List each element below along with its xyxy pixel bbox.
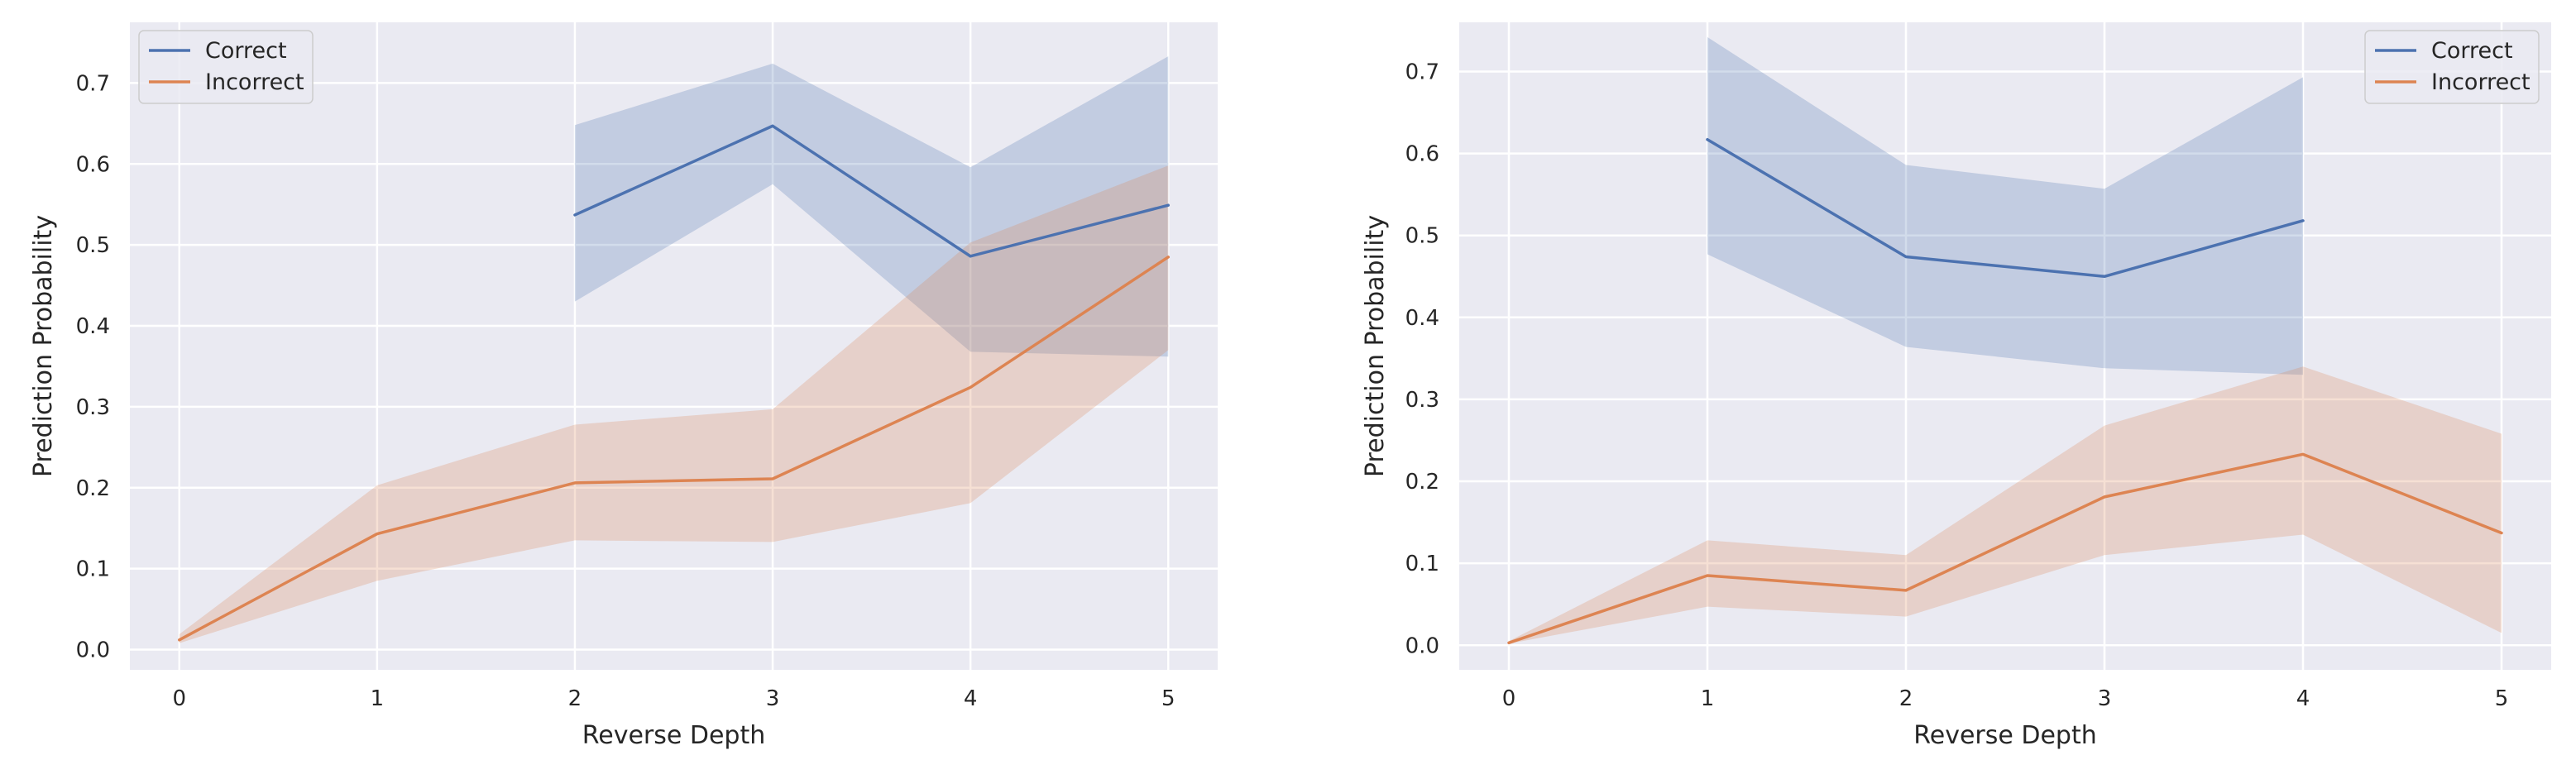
x-tick-label: 4	[964, 686, 978, 711]
x-tick-label: 0	[1502, 686, 1516, 711]
chart-left: 0 1 2 3 4 5 0.0 0.1 0.2 0.3 0.4 0.5 0.6 0.7 Reverse De…	[29, 22, 1218, 750]
plot-area	[1459, 22, 2551, 670]
y-tick-label: 0.7	[1405, 60, 1439, 84]
legend: Correct Incorrect	[2364, 30, 2540, 104]
series-line-incorrect	[178, 256, 1170, 642]
x-tick-label: 5	[1161, 686, 1175, 711]
y-tick-label: 0.5	[76, 233, 110, 258]
chart-right: 0 1 2 3 4 5 0.0 0.1 0.2 0.3 0.4 0.5 0.6 0.7 Reverse De…	[1361, 22, 2551, 750]
confidence-band-incorrect	[1509, 366, 2502, 644]
x-tick-label: 2	[1899, 686, 1913, 711]
y-tick-label: 0.2	[1405, 470, 1439, 495]
series-line-incorrect	[1507, 452, 2503, 645]
confidence-band-correct	[1707, 36, 2303, 375]
legend-box	[138, 30, 314, 104]
x-tick-label: 4	[2296, 686, 2310, 711]
confidence-band-incorrect	[179, 165, 1169, 643]
series-line-correct	[1706, 137, 2305, 279]
legend-label-correct: Correct	[2431, 38, 2513, 64]
legend-label-incorrect: Incorrect	[2431, 69, 2531, 95]
y-tick-label: 0.5	[1405, 224, 1439, 249]
y-tick-label: 0.3	[76, 395, 110, 420]
legend: Correct Incorrect	[138, 30, 314, 104]
legend-box	[2364, 30, 2540, 104]
x-tick-label: 1	[371, 686, 385, 711]
x-axis-label: Reverse Depth	[1913, 721, 2097, 750]
legend-label-incorrect: Incorrect	[205, 69, 304, 95]
x-tick-label: 3	[766, 686, 780, 711]
x-tick-label: 0	[172, 686, 186, 711]
y-tick-label: 0.6	[1405, 142, 1439, 167]
x-axis-label: Reverse Depth	[582, 721, 766, 750]
y-axis-label: Prediction Probability	[29, 215, 58, 477]
x-tick-label: 3	[2098, 686, 2112, 711]
confidence-band-correct	[574, 56, 1169, 357]
plot-area	[130, 22, 1218, 670]
legend-label-correct: Correct	[205, 38, 287, 64]
y-tick-label: 0.4	[76, 314, 110, 339]
series-line-correct	[573, 124, 1170, 258]
y-tick-label: 0.1	[1405, 552, 1439, 576]
y-tick-label: 0.2	[76, 476, 110, 501]
y-axis-label: Prediction Probability	[1361, 215, 1390, 477]
y-tick-label: 0.0	[1405, 633, 1439, 658]
x-tick-label: 5	[2495, 686, 2509, 711]
x-tick-label: 1	[1701, 686, 1715, 711]
x-tick-label: 2	[568, 686, 582, 711]
y-tick-label: 0.6	[76, 152, 110, 177]
y-tick-label: 0.7	[76, 71, 110, 96]
y-tick-label: 0.3	[1405, 388, 1439, 413]
y-tick-label: 0.0	[76, 638, 110, 663]
y-tick-label: 0.4	[1405, 306, 1439, 331]
y-tick-label: 0.1	[76, 557, 110, 582]
